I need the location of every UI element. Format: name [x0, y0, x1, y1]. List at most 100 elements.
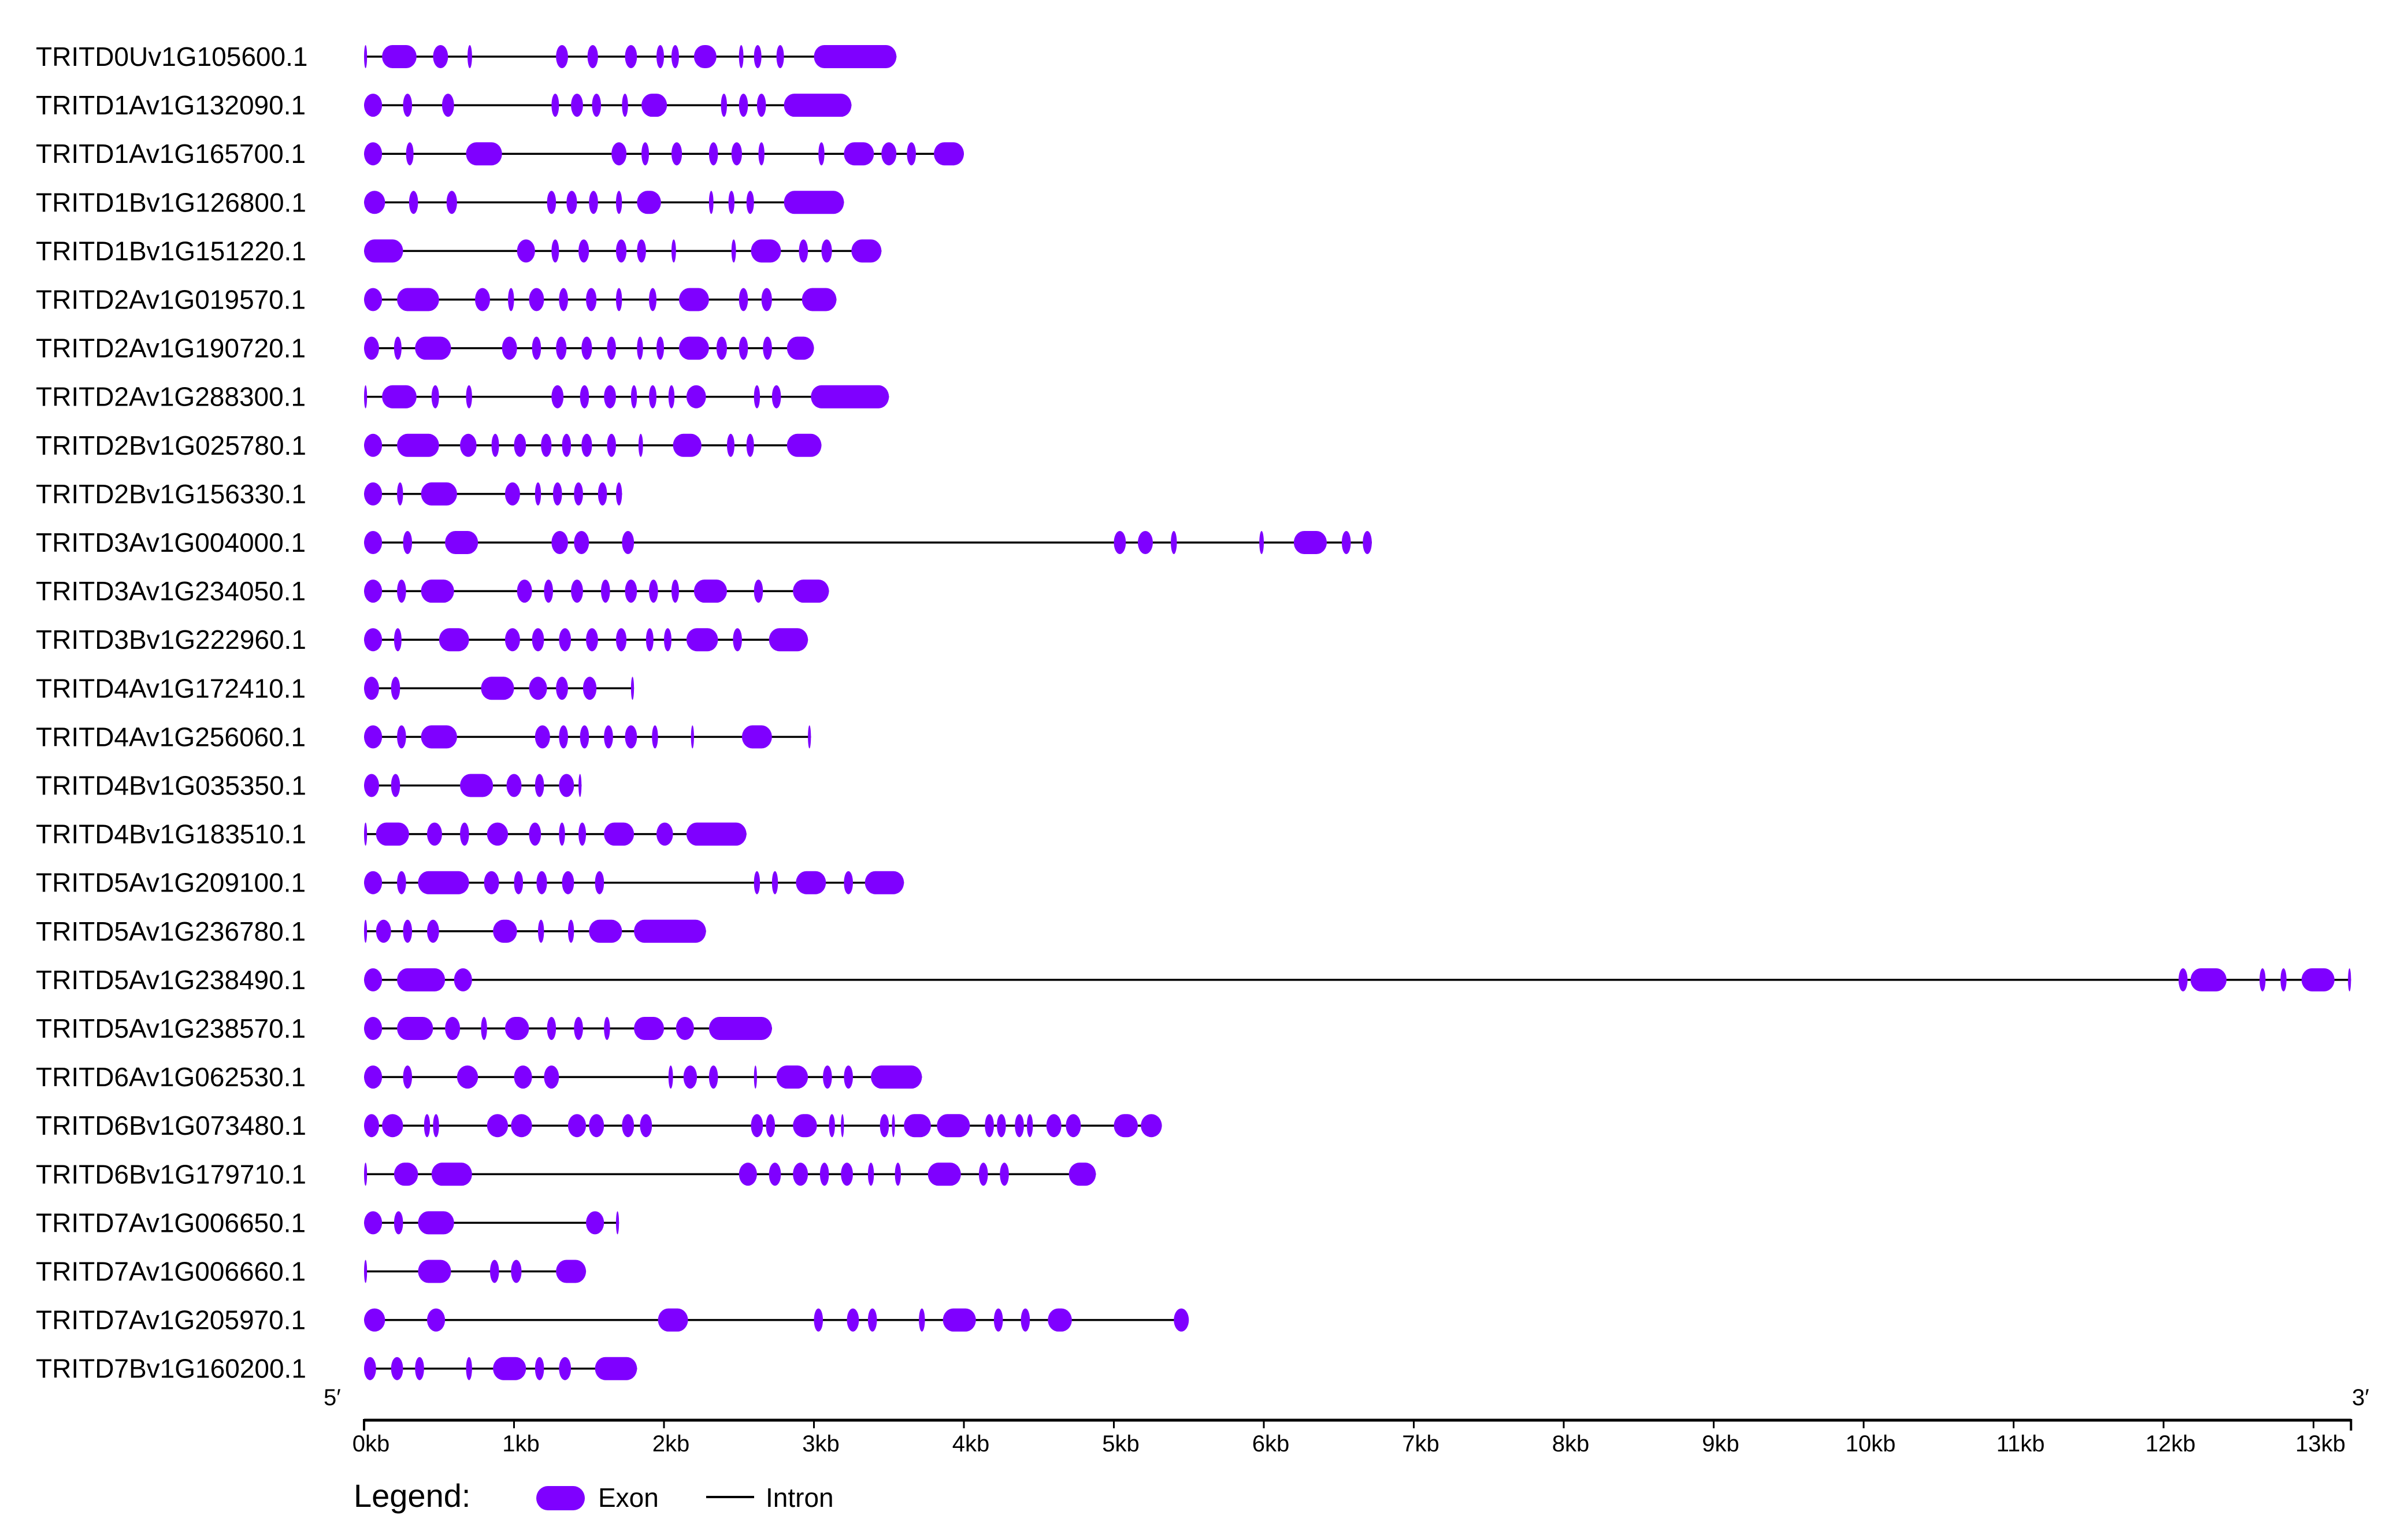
gene-name: TRITD1Av1G132090.1	[36, 90, 306, 120]
gene-name: TRITD6Av1G062530.1	[36, 1062, 306, 1092]
exon-block	[634, 919, 706, 943]
exon-block	[731, 142, 742, 166]
exon-block	[927, 1162, 961, 1186]
legend-exon-swatch	[536, 1486, 585, 1510]
exon-block	[844, 871, 853, 894]
exon-block	[844, 1065, 853, 1089]
exon-block	[586, 628, 598, 652]
exon-block	[2178, 968, 2188, 991]
exon-block	[567, 1114, 587, 1138]
gene-name: TRITD2Bv1G156330.1	[36, 479, 306, 509]
exon-block	[904, 1114, 931, 1138]
exon-block	[541, 433, 552, 457]
gene-name: TRITD7Av1G006650.1	[36, 1208, 306, 1238]
exon-block	[589, 919, 622, 943]
gene-row: TRITD5Av1G238570.1	[36, 1013, 772, 1043]
exon-block	[638, 433, 643, 457]
exon-block	[829, 1114, 835, 1138]
exon-block	[574, 531, 589, 554]
gene-name: TRITD1Bv1G126800.1	[36, 187, 306, 217]
exon-block	[364, 385, 368, 408]
gene-row: TRITD2Bv1G025780.1	[36, 430, 822, 460]
exon-block	[708, 191, 714, 214]
exon-block	[739, 45, 744, 68]
exon-block	[397, 482, 403, 506]
gene-name: TRITD3Bv1G222960.1	[36, 625, 306, 655]
exon-block	[397, 725, 406, 749]
exon-block	[559, 725, 568, 749]
exon-block	[693, 45, 717, 68]
exon-block	[489, 1260, 499, 1283]
exon-block	[578, 774, 582, 797]
exon-block	[668, 385, 675, 408]
exon-block	[2190, 968, 2227, 991]
exon-block	[622, 94, 628, 117]
exon-block	[819, 1162, 829, 1186]
gene-row: TRITD4Av1G256060.1	[36, 722, 811, 752]
exon-block	[746, 433, 754, 457]
exon-block	[532, 336, 541, 360]
exon-block	[733, 628, 742, 652]
exon-block	[851, 239, 882, 263]
exon-block	[364, 822, 368, 846]
exon-block	[615, 191, 622, 214]
exon-block	[504, 482, 520, 506]
exon-block	[771, 385, 781, 408]
exon-block	[364, 531, 383, 554]
exon-block	[786, 433, 822, 457]
gene-name: TRITD6Bv1G179710.1	[36, 1159, 306, 1189]
exon-block	[2348, 968, 2351, 991]
exon-block	[1341, 531, 1351, 554]
exon-block	[391, 677, 400, 700]
gene-row: TRITD5Av1G238490.1	[36, 965, 2351, 995]
exon-block	[691, 725, 694, 749]
exon-block	[776, 45, 784, 68]
exon-block	[409, 191, 418, 214]
exon-block	[656, 336, 664, 360]
exon-block	[1021, 1308, 1030, 1332]
exon-block	[538, 919, 544, 943]
exon-block	[1015, 1114, 1024, 1138]
axis-tick-label: 9kb	[1702, 1431, 1739, 1457]
gene-rows: TRITD0Uv1G105600.1 TRITD1Av1G132090.1 TRIT…	[36, 42, 2351, 1384]
exon-block	[799, 239, 808, 263]
exon-block	[726, 433, 734, 457]
exon-block	[1363, 531, 1372, 554]
exon-block	[445, 531, 478, 554]
exon-block	[708, 142, 718, 166]
exon-block	[721, 94, 727, 117]
exon-block	[364, 1308, 385, 1332]
exon-block	[581, 433, 592, 457]
exon-block	[587, 45, 598, 68]
exon-block	[763, 336, 772, 360]
gene-row: TRITD1Av1G165700.1	[36, 139, 964, 169]
exon-block	[504, 1017, 529, 1040]
exon-block	[671, 239, 676, 263]
exon-block	[364, 94, 383, 117]
axis-tick-label: 12kb	[2146, 1431, 2196, 1457]
exon-block	[864, 871, 904, 894]
exon-block	[394, 336, 402, 360]
exon-block	[552, 482, 562, 506]
exon-block	[625, 45, 637, 68]
exon-block	[625, 580, 637, 603]
exon-block	[421, 482, 457, 506]
exon-block	[771, 871, 778, 894]
gene-name: TRITD5Av1G209100.1	[36, 868, 306, 898]
axis-tick-label: 0kb	[353, 1431, 390, 1457]
exon-block	[571, 94, 583, 117]
exon-block	[615, 288, 622, 311]
exon-block	[589, 1114, 604, 1138]
gene-name: TRITD5Av1G236780.1	[36, 916, 306, 946]
exon-block	[751, 239, 781, 263]
exon-block	[943, 1308, 976, 1332]
gene-name: TRITD4Av1G256060.1	[36, 722, 306, 752]
gene-row: TRITD3Av1G004000.1	[36, 528, 1372, 558]
exon-block	[622, 1114, 635, 1138]
axis-end-label: 3′	[2352, 1385, 2369, 1410]
exon-block	[656, 45, 664, 68]
exon-block	[615, 1211, 619, 1235]
exon-block	[418, 871, 469, 894]
exon-block	[364, 1114, 379, 1138]
exon-block	[487, 822, 509, 846]
